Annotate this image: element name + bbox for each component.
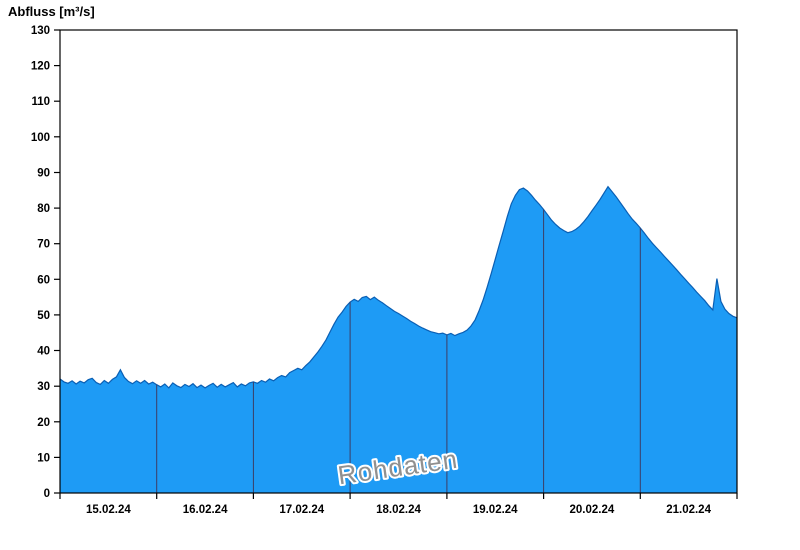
svg-text:60: 60 [37,274,50,286]
y-axis-ticks-and-labels: 0 10 20 30 40 50 60 70 80 90 100 110 120 130 [31,25,60,500]
y-axis-title: Abfluss [m³/s] [8,4,95,19]
svg-text:0: 0 [44,488,50,500]
day-boundary-gridlines [156,209,641,493]
svg-text:70: 70 [37,239,50,251]
svg-text:90: 90 [37,168,50,180]
svg-text:50: 50 [37,310,50,322]
svg-text:40: 40 [37,346,50,358]
svg-text:120: 120 [31,61,50,73]
svg-text:20: 20 [37,417,50,429]
svg-text:21.02.24: 21.02.24 [666,504,711,516]
plot-frame [59,29,738,494]
discharge-area-series [59,185,738,493]
svg-text:10: 10 [37,452,50,464]
svg-text:17.02.24: 17.02.24 [279,504,324,516]
svg-text:15.02.24: 15.02.24 [86,504,131,516]
svg-text:19.02.24: 19.02.24 [473,504,518,516]
svg-text:30: 30 [37,381,50,393]
svg-text:80: 80 [37,203,50,215]
svg-text:110: 110 [31,96,50,108]
svg-text:130: 130 [31,25,50,37]
svg-text:20.02.24: 20.02.24 [570,504,615,516]
x-axis-ticks-and-labels: 15.02.24 16.02.24 17.02.24 18.02.24 19.02.24… [59,493,738,516]
svg-text:100: 100 [31,132,50,144]
svg-text:18.02.24: 18.02.24 [376,504,421,516]
svg-text:16.02.24: 16.02.24 [183,504,228,516]
